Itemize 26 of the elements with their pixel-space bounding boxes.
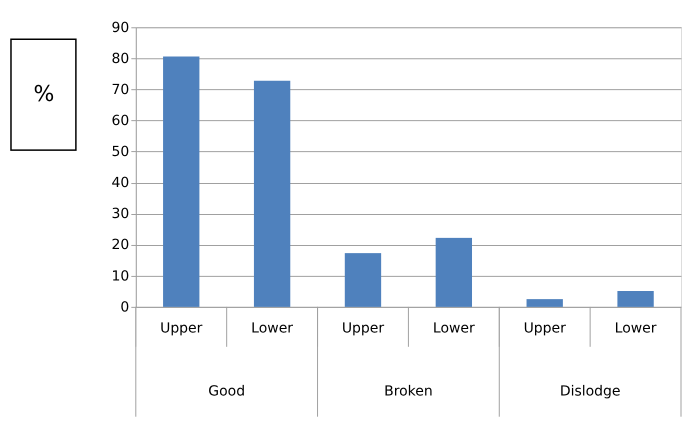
x-tick-label: Lower (251, 320, 294, 336)
y-tick-label: 90 (112, 20, 130, 36)
y-tick-label: 30 (112, 206, 130, 222)
y-axis-title: % (34, 82, 54, 108)
x-tick-label: Lower (432, 320, 476, 336)
bar (436, 238, 472, 307)
y-tick-label: 40 (112, 175, 130, 192)
y-tick-label: 0 (120, 299, 130, 316)
text: Good (208, 384, 246, 400)
y-tick-label: 70 (112, 82, 130, 98)
x-tick-label: Upper (160, 320, 203, 336)
y-tick-label: 10 (112, 268, 130, 284)
y-tick-label: 20 (112, 237, 130, 254)
y-tick-label: 60 (112, 112, 130, 129)
text: Broken (384, 384, 433, 400)
text: Dislodge (560, 384, 620, 400)
bar (617, 291, 654, 307)
bar (254, 80, 290, 307)
y-tick-label: 50 (112, 144, 130, 160)
x-tick-label: Upper (524, 320, 566, 336)
x-tick-label: Upper (342, 320, 384, 336)
x-tick-label: Lower (614, 320, 657, 336)
bar (344, 253, 382, 307)
y-tick-label: 80 (112, 50, 130, 67)
bar (163, 56, 200, 307)
bar (526, 299, 563, 307)
